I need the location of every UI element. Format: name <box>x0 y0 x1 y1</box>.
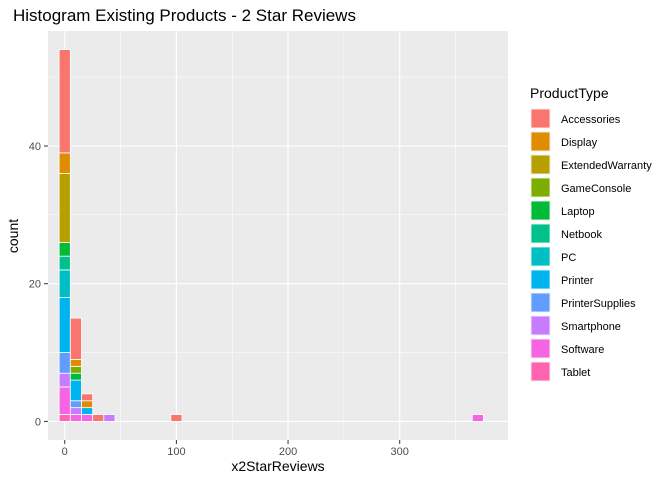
legend-swatch <box>530 154 551 175</box>
legend-label: Printer <box>561 275 594 287</box>
bar-segment-printer <box>81 407 94 415</box>
chart-title: Histogram Existing Products - 2 Star Rev… <box>13 6 356 25</box>
bar-segment-software <box>81 414 94 422</box>
legend-swatch <box>530 177 551 198</box>
plot-panel <box>48 31 508 440</box>
x-axis: 0 100 200 300 <box>62 440 409 458</box>
bar-segment-laptop <box>58 241 71 257</box>
bar-segment-software <box>471 414 484 422</box>
legend-label: Netbook <box>561 229 602 241</box>
bar-segment-smartphone <box>103 414 116 422</box>
legend-label: Laptop <box>561 206 595 218</box>
y-tick-label: 20 <box>29 279 41 291</box>
legend-swatch <box>530 246 551 267</box>
bar-segment-printer <box>69 379 82 402</box>
x-tick-label: 100 <box>167 446 185 458</box>
bar-segment-tablet <box>58 414 71 422</box>
legend-label: Smartphone <box>561 321 621 333</box>
bar-segment-accessories <box>170 414 183 422</box>
legend-swatch <box>530 338 551 359</box>
grid-lines <box>48 31 508 440</box>
legend-swatch <box>530 131 551 152</box>
legend-label: PrinterSupplies <box>561 298 636 310</box>
bar-segment-printer <box>58 297 71 353</box>
legend-label: Accessories <box>561 114 621 126</box>
bar-segment-accessories <box>69 317 82 360</box>
x-axis-title: x2StarReviews <box>231 458 324 474</box>
bar-segment-accessories <box>58 49 71 154</box>
bar-segment-printersupplies <box>69 400 82 409</box>
legend-swatch <box>530 108 551 129</box>
legend-swatch <box>530 223 551 244</box>
legend-label: ExtendedWarranty <box>561 160 652 172</box>
legend-swatch <box>530 292 551 313</box>
bar-segment-pc <box>58 269 71 298</box>
x-tick-label: 0 <box>62 446 68 458</box>
bar-segment-laptop <box>69 372 82 381</box>
y-tick-label: 40 <box>29 141 41 153</box>
bar-segment-display <box>58 152 71 174</box>
bar-segment-smartphone <box>69 407 82 415</box>
bar-segment-extendedwarranty <box>58 173 71 243</box>
legend-swatch <box>530 315 551 336</box>
legend-swatch <box>530 200 551 221</box>
x-tick-label: 300 <box>391 446 409 458</box>
bar-segment-gameconsole <box>69 365 82 374</box>
legend-label: PC <box>561 252 576 264</box>
bar-segment-software <box>58 386 71 415</box>
bar-segment-accessories <box>81 393 94 402</box>
legend-label: Software <box>561 344 604 356</box>
bar-segment-display <box>81 400 94 409</box>
y-tick-label: 0 <box>35 416 41 428</box>
bar-segment-netbook <box>58 255 71 271</box>
legend-title: ProductType <box>530 85 609 101</box>
bar-segment-display <box>69 359 82 367</box>
bar-segment-smartphone <box>58 372 71 388</box>
histogram-bars <box>58 49 484 422</box>
y-axis: 0 20 40 <box>29 141 48 428</box>
legend-label: GameConsole <box>561 183 631 195</box>
legend-label: Tablet <box>561 367 590 379</box>
y-axis-title: count <box>5 219 21 253</box>
bar-segment-printersupplies <box>58 352 71 374</box>
legend-swatch <box>530 361 551 382</box>
legend: ProductType Accessories Display ExtendedWa… <box>530 85 652 382</box>
bar-segment-software <box>69 414 82 422</box>
bar-segment-accessories <box>92 414 105 422</box>
legend-swatch <box>530 269 551 290</box>
x-tick-label: 200 <box>279 446 297 458</box>
legend-label: Display <box>561 137 598 149</box>
